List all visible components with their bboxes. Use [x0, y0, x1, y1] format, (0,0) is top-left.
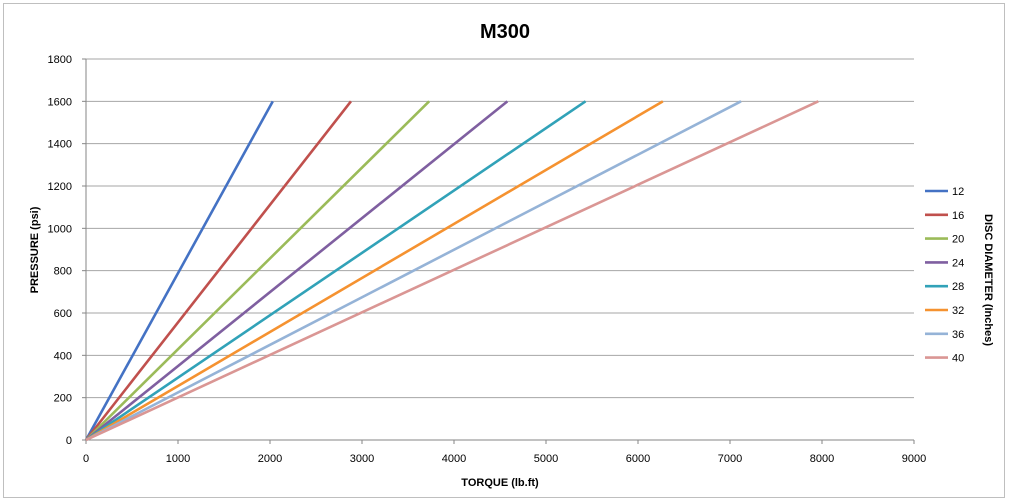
x-tick-label: 1000 [166, 453, 190, 465]
y-tick-label: 400 [54, 350, 72, 362]
y-tick-label: 1200 [48, 181, 72, 193]
series-line-28 [85, 100, 587, 442]
legend-label-20: 20 [952, 234, 964, 246]
y-tick-label: 1800 [48, 54, 72, 66]
legend-label-12: 12 [952, 186, 964, 198]
series-line-36 [85, 100, 742, 442]
x-tick-label: 9000 [902, 453, 926, 465]
x-tick-label: 8000 [810, 453, 834, 465]
legend-label-32: 32 [952, 305, 964, 317]
legend-label-40: 40 [952, 353, 964, 365]
y-tick-label: 200 [54, 393, 72, 405]
y-tick-label: 1400 [48, 139, 72, 151]
gridlines [86, 58, 914, 399]
y-tick-label: 800 [54, 266, 72, 278]
legend-label-28: 28 [952, 281, 964, 293]
x-tick-label: 2000 [258, 453, 282, 465]
series-line-40 [85, 100, 819, 442]
x-tick-label: 5000 [534, 453, 558, 465]
y-tick-label: 600 [54, 308, 72, 320]
legend-label-24: 24 [952, 257, 964, 269]
legend: 12 16 20 24 28 32 36 40 [925, 186, 964, 365]
x-tick-labels: 0 1000 2000 3000 4000 5000 6000 7000 8000 9000 [83, 440, 926, 465]
x-axis-title: TORQUE (lb.ft) [461, 477, 539, 489]
y-tick-label: 0 [66, 435, 72, 447]
chart-title: M300 [480, 21, 530, 43]
y-tick-labels: 0 200 400 600 800 1000 1200 1400 1600 1800 [48, 54, 86, 447]
x-tick-label: 4000 [442, 453, 466, 465]
legend-label-16: 16 [952, 210, 964, 222]
x-tick-label: 0 [83, 453, 89, 465]
chart-frame [3, 3, 1005, 498]
y-tick-label: 1000 [48, 223, 72, 235]
axes [85, 59, 914, 441]
x-tick-label: 3000 [350, 453, 374, 465]
series-line-24 [85, 100, 509, 442]
series-line-20 [85, 100, 431, 441]
x-tick-label: 7000 [718, 453, 742, 465]
series-line-16 [84, 100, 352, 441]
series-lines [84, 100, 819, 442]
series-line-12 [84, 100, 274, 441]
legend-label-36: 36 [952, 329, 964, 341]
legend-title: DISC DIAMETER (Inches) [982, 214, 994, 346]
y-axis-title: PRESSURE (psi) [29, 206, 41, 293]
series-line-32 [85, 100, 664, 442]
y-tick-label: 1600 [48, 96, 72, 108]
x-tick-label: 6000 [626, 453, 650, 465]
